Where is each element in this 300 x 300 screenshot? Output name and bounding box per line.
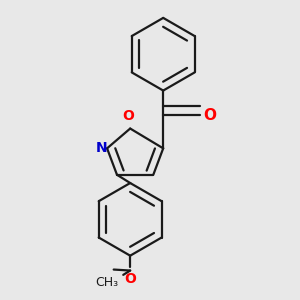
Text: O: O (203, 108, 217, 123)
Text: O: O (123, 109, 134, 123)
Text: O: O (124, 272, 136, 286)
Text: N: N (95, 141, 107, 155)
Text: CH₃: CH₃ (95, 276, 119, 289)
